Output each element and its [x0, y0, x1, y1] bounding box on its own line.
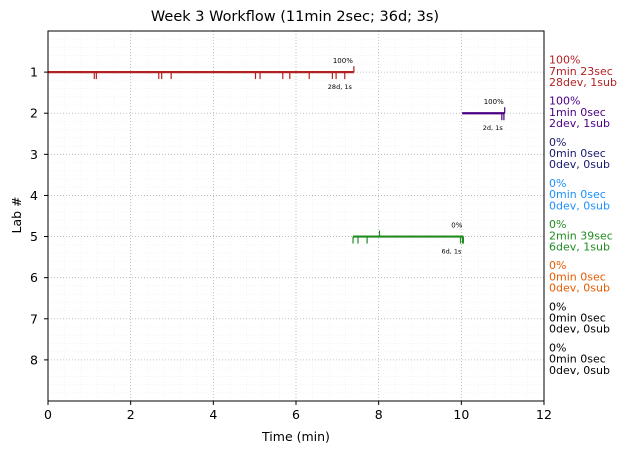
lab-8-side-label: 0%: [549, 341, 566, 354]
lab-8-side-label: 0min 0sec: [549, 353, 606, 366]
lab-6-side-label: 0min 0sec: [549, 270, 606, 283]
lab-8-side-label: 0dev, 0sub: [549, 364, 610, 377]
lab-4-side-label: 0%: [549, 177, 566, 190]
grid-layer: [48, 31, 544, 401]
y-tick-label: 2: [30, 106, 38, 121]
chart-title: Week 3 Workflow (11min 2sec; 36d; 3s): [151, 9, 439, 25]
x-axis-label: Time (min): [261, 429, 330, 444]
x-tick-label: 10: [453, 407, 469, 422]
lab-4-side-label: 0min 0sec: [549, 188, 606, 201]
x-tick-label: 2: [127, 407, 135, 422]
lab-3-side-label: 0min 0sec: [549, 147, 606, 160]
y-tick-label: 7: [30, 311, 38, 326]
lab-2-pct-label: 100%: [484, 98, 504, 106]
lab-3-side-label: 0%: [549, 136, 566, 149]
y-tick-label: 4: [30, 188, 38, 203]
lab-3-side-label: 0dev, 0sub: [549, 158, 610, 171]
x-tick-label: 4: [209, 407, 217, 422]
lab-5-pct-label: 0%: [451, 222, 462, 230]
lab-5-side-label: 6dev, 1sub: [549, 240, 610, 253]
lab-2-side-label: 2dev, 1sub: [549, 117, 610, 130]
lab-2-side-label: 100%: [549, 95, 580, 108]
y-tick-label: 8: [30, 352, 38, 367]
lab-7-side-label: 0min 0sec: [549, 311, 606, 324]
lab-1-side-label: 28dev, 1sub: [549, 76, 617, 89]
x-tick-label: 12: [536, 407, 552, 422]
y-tick-label: 3: [30, 147, 38, 162]
x-tick-label: 0: [44, 407, 52, 422]
x-tick-label: 6: [292, 407, 300, 422]
lab-1-side-label: 7min 23sec: [549, 65, 613, 78]
y-tick-label: 5: [30, 229, 38, 244]
plot-frame: [47, 30, 545, 402]
y-tick-label: 6: [30, 270, 38, 285]
lab-6-side-label: 0dev, 0sub: [549, 282, 610, 295]
lab-2-side-label: 1min 0sec: [549, 106, 606, 119]
lab-7-side-label: 0%: [549, 300, 566, 313]
lab-5-side-label: 0%: [549, 218, 566, 231]
lab-5-side-label: 2min 39sec: [549, 229, 613, 242]
lab-6-side-label: 0%: [549, 259, 566, 272]
x-tick-label: 8: [375, 407, 383, 422]
lab-7-side-label: 0dev, 0sub: [549, 323, 610, 336]
lab-1-count-label: 28d, 1s: [328, 83, 353, 91]
y-axis-label: Lab #: [9, 196, 24, 233]
y-tick-label: 1: [30, 65, 38, 80]
marks-layer: 100% 28d, 1s 100% 2d, 1s 0% 6d, 1s: [48, 57, 506, 256]
lab-1-side-label: 100%: [549, 54, 580, 67]
lab-2-count-label: 2d, 1s: [483, 124, 504, 132]
lab-5-count-label: 6d, 1s: [441, 248, 462, 256]
lab-1-pct-label: 100%: [333, 57, 353, 65]
lab-4-side-label: 0dev, 0sub: [549, 199, 610, 212]
